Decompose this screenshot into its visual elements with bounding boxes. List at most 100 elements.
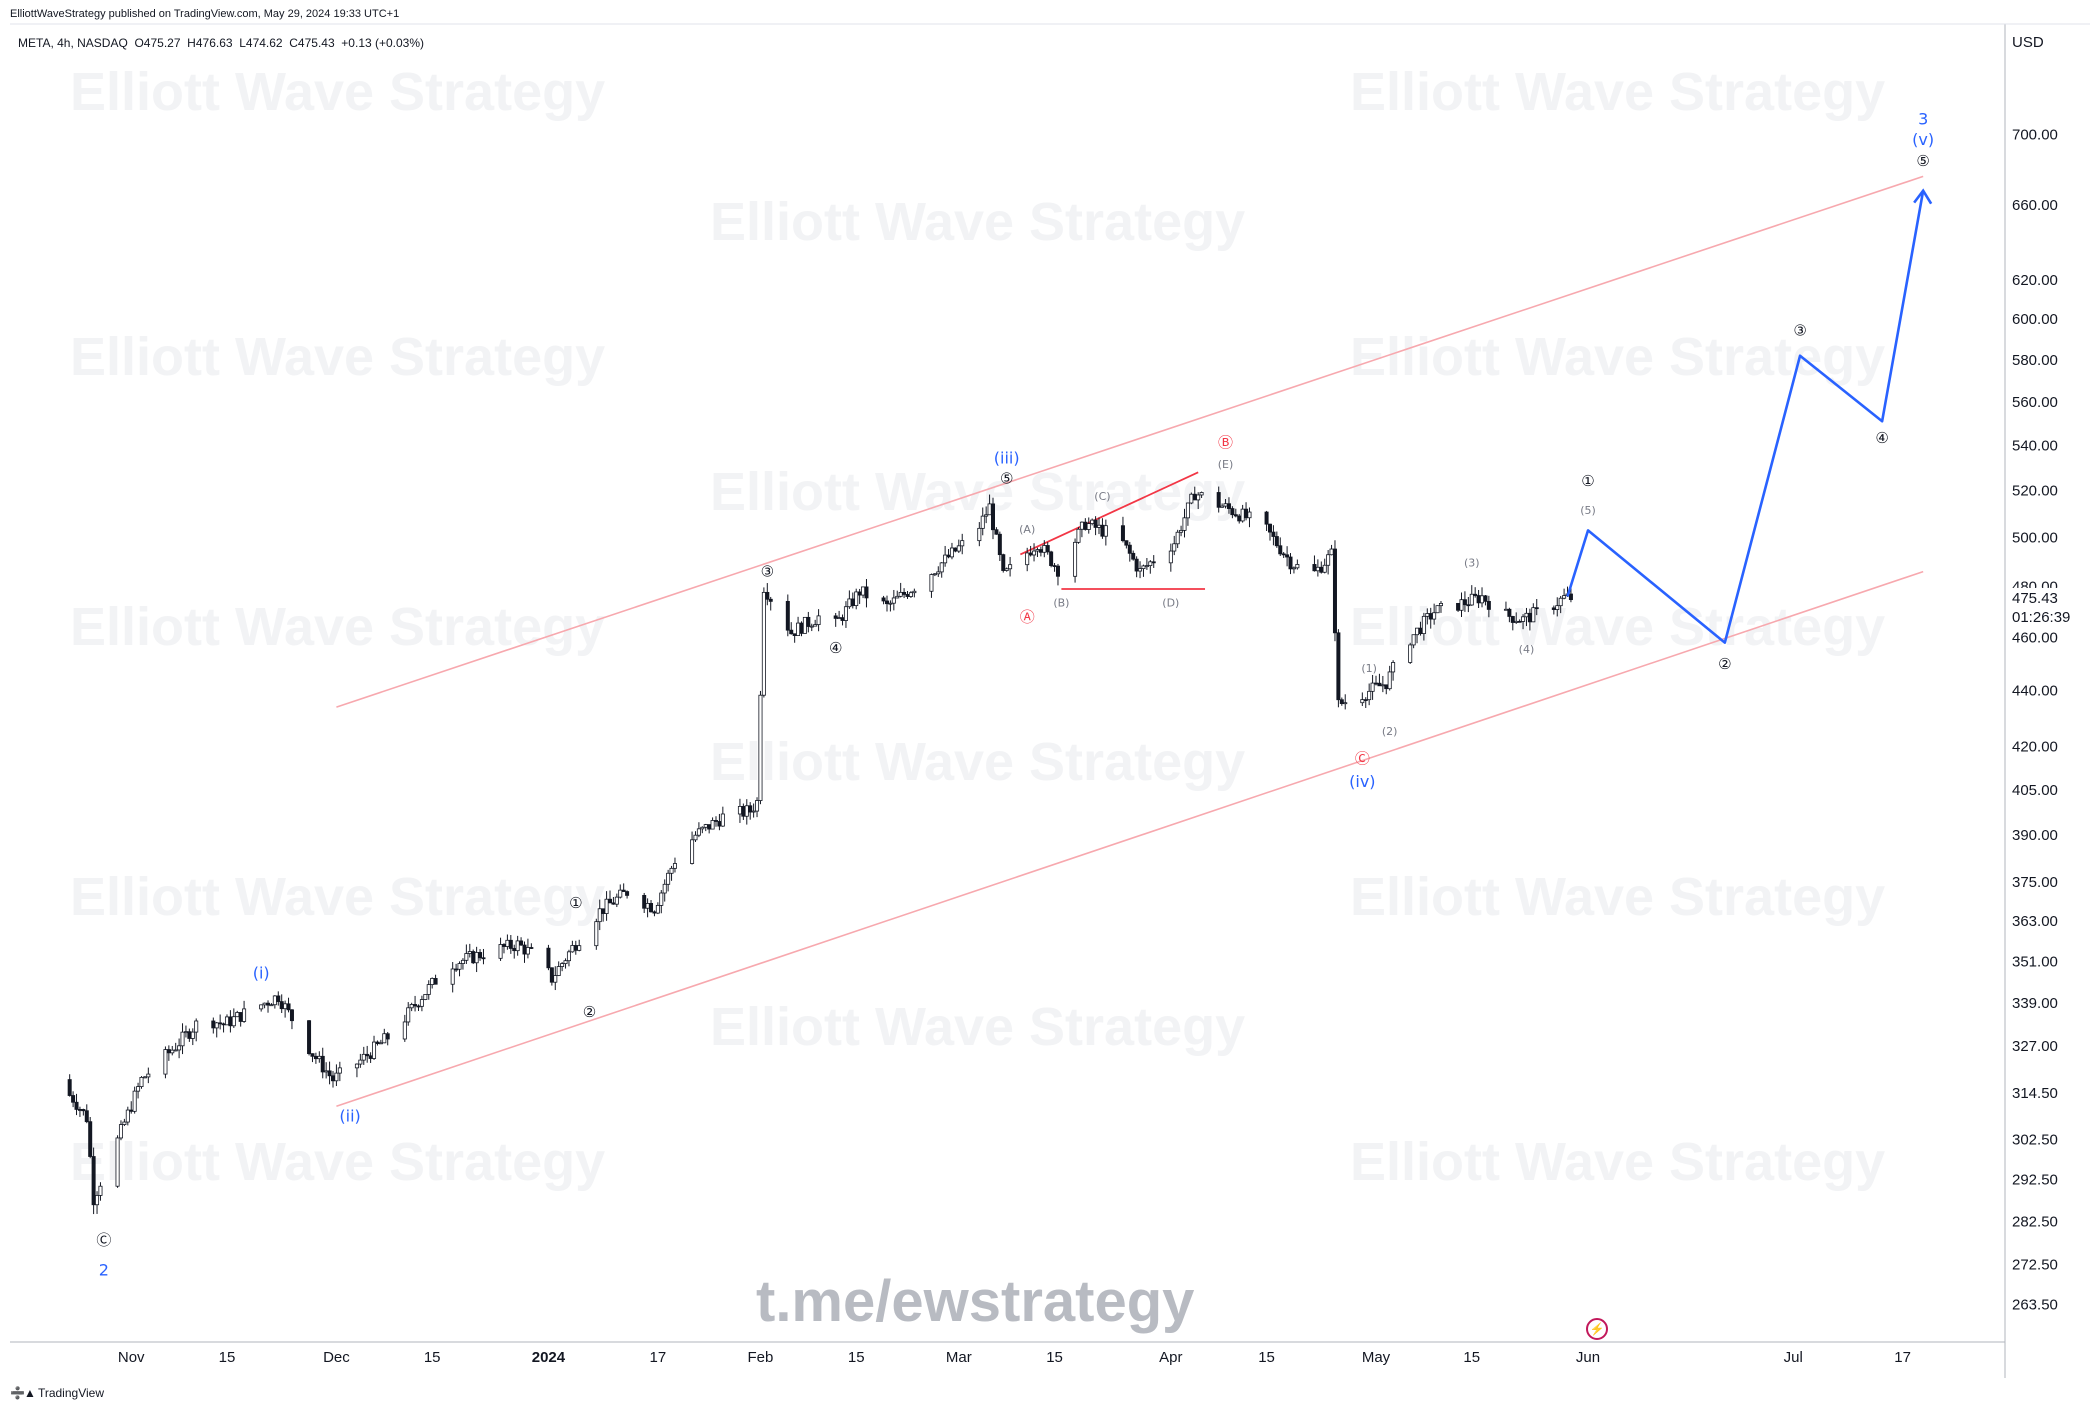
candle-body — [122, 1121, 127, 1125]
candle-body — [1076, 528, 1081, 543]
candle-body — [1052, 565, 1057, 567]
candle-body — [953, 547, 958, 552]
candle-body — [279, 1001, 284, 1010]
candle-body — [505, 939, 510, 947]
candle-body — [864, 586, 869, 599]
candle-body — [614, 896, 619, 905]
candle-body — [142, 1076, 147, 1079]
candle-body — [471, 951, 476, 964]
candle-body — [129, 1109, 134, 1112]
candle-body — [1141, 565, 1146, 570]
candle-body — [765, 591, 770, 600]
candle-body — [1411, 634, 1416, 646]
candle-body — [67, 1079, 72, 1096]
candle-body — [1384, 684, 1389, 690]
candle-body — [269, 1004, 274, 1007]
candle-body — [454, 968, 459, 971]
wave-label: Ⓑ — [1218, 434, 1233, 452]
published-line: ElliottWaveStrategy published on Trading… — [10, 8, 400, 20]
tradingview-logo-text: TradingView — [37, 1386, 104, 1400]
candle-body — [433, 978, 438, 985]
candle-body — [707, 824, 712, 830]
candle-body — [1267, 523, 1272, 533]
candle-body — [1028, 552, 1033, 556]
wave-label: (iii) — [994, 448, 1020, 467]
candle-body — [365, 1053, 370, 1057]
candle-body — [180, 1031, 185, 1047]
candle-body — [529, 947, 534, 949]
price-tick-label: 375.00 — [2012, 874, 2058, 891]
candle-body — [354, 1063, 359, 1069]
price-tick-label: 282.50 — [2012, 1213, 2058, 1230]
time-tick-label: Jun — [1576, 1349, 1600, 1366]
candle-body — [751, 810, 756, 813]
candle-body — [372, 1041, 377, 1059]
candle-body — [618, 889, 623, 898]
candle-body — [696, 828, 701, 836]
brand-watermark: Elliott Wave Strategy — [710, 997, 1245, 1057]
candle-body — [1527, 612, 1532, 623]
candle-body — [1415, 627, 1420, 636]
candle-body — [430, 978, 435, 986]
lightning-icon[interactable]: ⚡ — [1586, 1318, 1608, 1340]
candle-body — [1295, 564, 1300, 569]
currency-selector[interactable]: USD — [2012, 34, 2044, 51]
time-tick-label: 17 — [1894, 1349, 1911, 1366]
candle-body — [1185, 502, 1190, 519]
candle-body — [71, 1095, 76, 1103]
candle-body — [498, 944, 503, 959]
candle-body — [748, 805, 753, 813]
candle-body — [1408, 644, 1413, 663]
price-tick-label: 600.00 — [2012, 311, 2058, 328]
wave-label: ③ — [761, 563, 774, 581]
wave-label: (A) — [1019, 523, 1035, 536]
candle-body — [519, 940, 524, 946]
candle-body — [115, 1137, 120, 1187]
candle-body — [577, 945, 582, 951]
wave-label: (2) — [1382, 725, 1398, 738]
candle-body — [1233, 514, 1238, 517]
price-tick-label: 363.00 — [2012, 913, 2058, 930]
candle-body — [378, 1042, 383, 1045]
wave-label: ④ — [829, 639, 842, 657]
candle-body — [81, 1109, 86, 1112]
candle-body — [1226, 503, 1231, 509]
wave-label: (5) — [1580, 504, 1596, 517]
candle-body — [136, 1086, 141, 1092]
candle-body — [163, 1049, 168, 1075]
candle-body — [522, 944, 527, 955]
candle-body — [1363, 699, 1368, 702]
candle-body — [409, 1004, 414, 1009]
candle-body — [238, 1012, 243, 1022]
projection-layer — [1566, 188, 1933, 644]
candle-body — [183, 1031, 188, 1034]
candle-body — [337, 1067, 342, 1074]
candle-body — [450, 968, 455, 985]
candle-body — [861, 586, 866, 596]
price-tick-label: 700.00 — [2012, 127, 2058, 144]
candle-body — [1367, 690, 1372, 701]
candle-body — [1049, 551, 1054, 566]
candle-body — [77, 1109, 82, 1111]
candle-body — [690, 839, 695, 864]
candle-body — [881, 597, 886, 602]
brand-watermark: Elliott Wave Strategy — [70, 62, 605, 122]
triangle-line-1 — [1019, 471, 1199, 556]
candle-body — [1336, 632, 1341, 701]
wave-label: ⑤ — [1916, 152, 1929, 170]
wave-label: (ii) — [339, 1107, 360, 1126]
candle-body — [139, 1076, 144, 1088]
candle-body — [693, 834, 698, 841]
candle-body — [1435, 605, 1440, 614]
candle-body — [621, 889, 626, 892]
candle-body — [672, 863, 677, 869]
tradingview-logo[interactable]: ➗▲ TradingView — [10, 1386, 104, 1400]
candle-body — [1531, 607, 1536, 623]
price-tick-label: 620.00 — [2012, 272, 2058, 289]
candle-body — [118, 1124, 123, 1139]
candle-body — [700, 826, 705, 830]
candle-body — [884, 600, 889, 605]
candle-body — [888, 602, 893, 605]
candle-body — [324, 1070, 329, 1073]
